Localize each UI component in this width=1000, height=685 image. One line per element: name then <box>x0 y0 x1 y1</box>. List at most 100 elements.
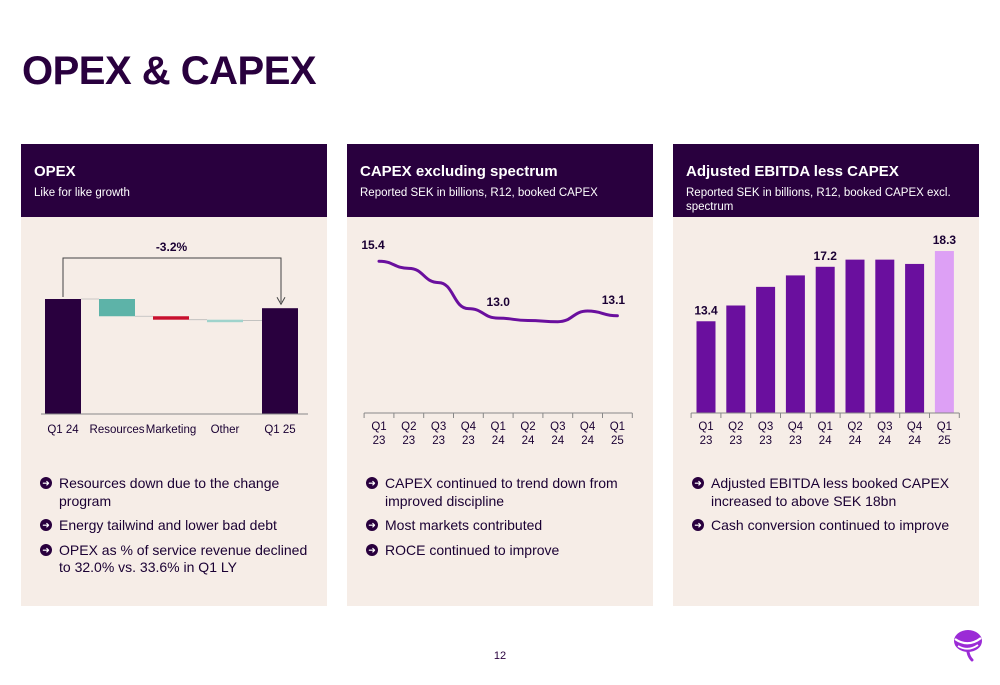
company-logo-icon <box>954 630 982 662</box>
page-number: 12 <box>493 650 507 662</box>
bullet-item: ➜ Adjusted EBITDA less booked CAPEX incre… <box>692 475 972 510</box>
bullet-item: ➜ ROCE continued to improve <box>366 542 646 560</box>
x-tick-label-year: 23 <box>402 435 415 447</box>
x-tick-label-quarter: Q4 <box>461 421 477 433</box>
category-label: Q1 25 <box>264 424 295 436</box>
arrow-right-icon: ➜ <box>692 477 704 489</box>
data-label: 18.3 <box>933 233 957 247</box>
arrow-right-icon: ➜ <box>40 477 52 489</box>
arrow-right-icon: ➜ <box>366 519 378 531</box>
x-tick-label-quarter: Q3 <box>431 421 446 433</box>
x-tick-label-year: 24 <box>581 435 594 447</box>
capex-line-chart: 15.4 13.0 13.1 Q1 23 Q2 23 Q3 23 Q4 23 Q1 24 Q2 24 Q3 24… <box>361 238 633 447</box>
capex-card-header: CAPEX excluding spectrum Reported SEK in… <box>347 144 653 217</box>
x-tick-label-quarter: Q3 <box>550 421 565 433</box>
arrow-right-icon: ➜ <box>366 477 378 489</box>
capex-card: CAPEX excluding spectrum Reported SEK in… <box>347 144 653 606</box>
x-tick-label-quarter: Q2 <box>520 421 535 433</box>
bullet-text: Energy tailwind and lower bad debt <box>59 517 277 533</box>
data-label: 13.4 <box>694 303 718 317</box>
card-title: OPEX <box>34 163 76 180</box>
x-tick-label-year: 24 <box>878 435 891 447</box>
x-tick-label-year: 24 <box>492 435 505 447</box>
card-subtitle: Reported SEK in billions, R12, booked CA… <box>686 187 951 213</box>
ebitda-bar-chart: 13.4 17.2 18.3 Q1 23 Q2 23 Q3 23 Q4 23 Q1 24 Q2 24 Q3 24… <box>690 233 960 447</box>
data-label: 17.2 <box>814 249 838 263</box>
category-label: Resources <box>90 424 145 436</box>
x-tick-label-year: 23 <box>789 435 802 447</box>
x-tick-label-year: 24 <box>849 435 862 447</box>
ebitda-bullets: ➜ Adjusted EBITDA less booked CAPEX incre… <box>692 475 972 542</box>
opex-card-header: OPEX Like for like growth <box>21 144 327 217</box>
bullet-text: Most markets contributed <box>385 517 543 533</box>
x-tick-label-quarter: Q1 <box>371 421 386 433</box>
card-subtitle: Reported SEK in billions, R12, booked CA… <box>360 187 598 199</box>
x-tick-label-quarter: Q2 <box>847 421 862 433</box>
x-tick-label-quarter: Q1 <box>698 421 713 433</box>
ebitda-bar <box>726 305 746 413</box>
arrow-right-icon: ➜ <box>366 543 378 556</box>
x-tick-label-year: 23 <box>729 435 742 447</box>
x-tick-label-quarter: Q1 <box>818 421 833 433</box>
ebitda-bar <box>875 259 895 413</box>
x-tick-label-year: 24 <box>551 435 564 447</box>
waterfall-bar <box>207 319 243 323</box>
bullet-item: ➜ Cash conversion continued to improve <box>692 517 972 535</box>
bullet-item: ➜ Most markets contributed <box>366 517 646 535</box>
x-tick-label-year: 24 <box>522 435 535 447</box>
x-tick-label-year: 23 <box>373 435 386 447</box>
arrow-right-icon: ➜ <box>40 543 52 556</box>
ebitda-card-header: Adjusted EBITDA less CAPEX Reported SEK … <box>673 144 979 217</box>
category-label: Other <box>211 424 240 436</box>
capex-bullets: ➜ CAPEX continued to trend down from impr… <box>366 475 646 566</box>
ebitda-bar <box>845 259 865 413</box>
x-tick-label-quarter: Q1 <box>937 421 952 433</box>
bullet-text: Resources down due to the change program <box>59 475 280 509</box>
card-title: CAPEX excluding spectrum <box>360 163 558 180</box>
data-label: 15.4 <box>361 238 385 252</box>
card-title: Adjusted EBITDA less CAPEX <box>686 163 899 180</box>
bullet-text: CAPEX continued to trend down from impro… <box>385 475 618 509</box>
data-label: 13.1 <box>602 293 626 307</box>
bullet-item: ➜ CAPEX continued to trend down from impr… <box>366 475 646 510</box>
x-tick-label-quarter: Q1 <box>491 421 506 433</box>
x-tick-label-quarter: Q1 <box>610 421 625 433</box>
ebitda-bar <box>934 251 954 413</box>
arrow-right-icon: ➜ <box>40 519 52 531</box>
waterfall-bar <box>45 299 81 414</box>
x-tick-label-year: 23 <box>700 435 713 447</box>
bullet-text: OPEX as % of service revenue declined to… <box>59 541 308 576</box>
bracket-line <box>62 257 282 303</box>
data-label: 13.0 <box>487 295 511 309</box>
waterfall-bar <box>262 308 298 414</box>
page-title: OPEX & CAPEX <box>22 49 317 93</box>
annotation-label: -3.2% <box>156 240 188 254</box>
x-tick-label-quarter: Q4 <box>580 421 596 433</box>
capex-series-line <box>377 259 619 324</box>
x-tick-label-year: 25 <box>938 435 951 447</box>
x-tick-label-year: 23 <box>432 435 445 447</box>
bullet-text: ROCE continued to improve <box>385 541 560 558</box>
x-tick-label-year: 24 <box>908 435 921 447</box>
ebitda-bar <box>696 321 716 413</box>
arrow-right-icon: ➜ <box>692 519 704 531</box>
waterfall-bar <box>99 299 135 317</box>
x-tick-label-year: 25 <box>611 435 624 447</box>
x-tick-label-year: 24 <box>819 435 832 447</box>
ebitda-card: Adjusted EBITDA less CAPEX Reported SEK … <box>673 144 979 606</box>
x-tick-label-year: 23 <box>759 435 772 447</box>
bracket-arrowhead <box>276 296 286 306</box>
waterfall-bar <box>153 316 189 320</box>
bullet-item: ➜ Resources down due to the change progra… <box>40 475 320 510</box>
ebitda-bar <box>905 263 925 413</box>
x-tick-label-year: 23 <box>462 435 475 447</box>
ebitda-bar <box>756 286 776 413</box>
opex-bullets: ➜ Resources down due to the change progra… <box>40 475 320 584</box>
x-tick-label-quarter: Q2 <box>728 421 743 433</box>
x-tick-label-quarter: Q4 <box>907 421 923 433</box>
category-label: Q1 24 <box>47 424 79 436</box>
category-label: Marketing <box>146 424 197 436</box>
x-tick-label-quarter: Q3 <box>877 421 892 433</box>
x-tick-label-quarter: Q3 <box>758 421 773 433</box>
x-tick-label-quarter: Q2 <box>401 421 416 433</box>
